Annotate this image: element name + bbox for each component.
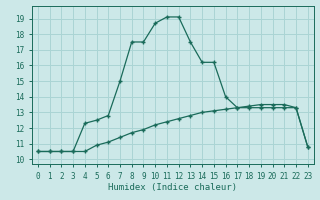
X-axis label: Humidex (Indice chaleur): Humidex (Indice chaleur) (108, 183, 237, 192)
